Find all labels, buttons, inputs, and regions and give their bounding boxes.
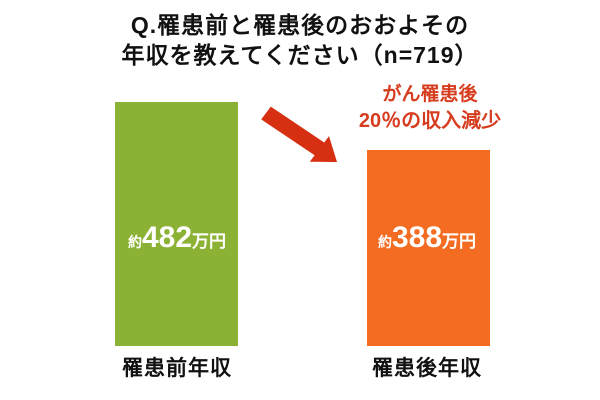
category-label-before: 罹患前年収 [122, 357, 232, 380]
decrease-arrow-shape [261, 106, 337, 162]
bar-value-before-unit: 万円 [192, 232, 227, 251]
bar-value-after-unit: 万円 [442, 232, 477, 251]
bar-income-before [115, 102, 238, 346]
bar-value-after-prefix: 約 [377, 234, 392, 250]
chart-title-line2: 年収を教えてください（n=719） [121, 42, 479, 68]
bar-income-after [367, 150, 490, 346]
bar-value-after-number: 388 [391, 221, 443, 254]
chart-title-line1: Q.罹患前と罹患後のおおよその [130, 12, 470, 38]
chart-title: Q.罹患前と罹患後のおおよその 年収を教えてください（n=719） [0, 10, 600, 70]
decrease-annotation: がん罹患後 20％の収入減少 [330, 84, 530, 133]
category-label-after: 罹患後年収 [372, 357, 482, 380]
bar-value-after: 約 388 万円 [327, 221, 527, 255]
bar-value-before-prefix: 約 [127, 234, 142, 250]
bar-value-before-number: 482 [141, 221, 193, 254]
bar-value-before: 約 482 万円 [77, 221, 277, 255]
decrease-annotation-line1: がん罹患後 [382, 84, 478, 105]
decrease-annotation-line2: 20％の収入減少 [358, 109, 502, 132]
